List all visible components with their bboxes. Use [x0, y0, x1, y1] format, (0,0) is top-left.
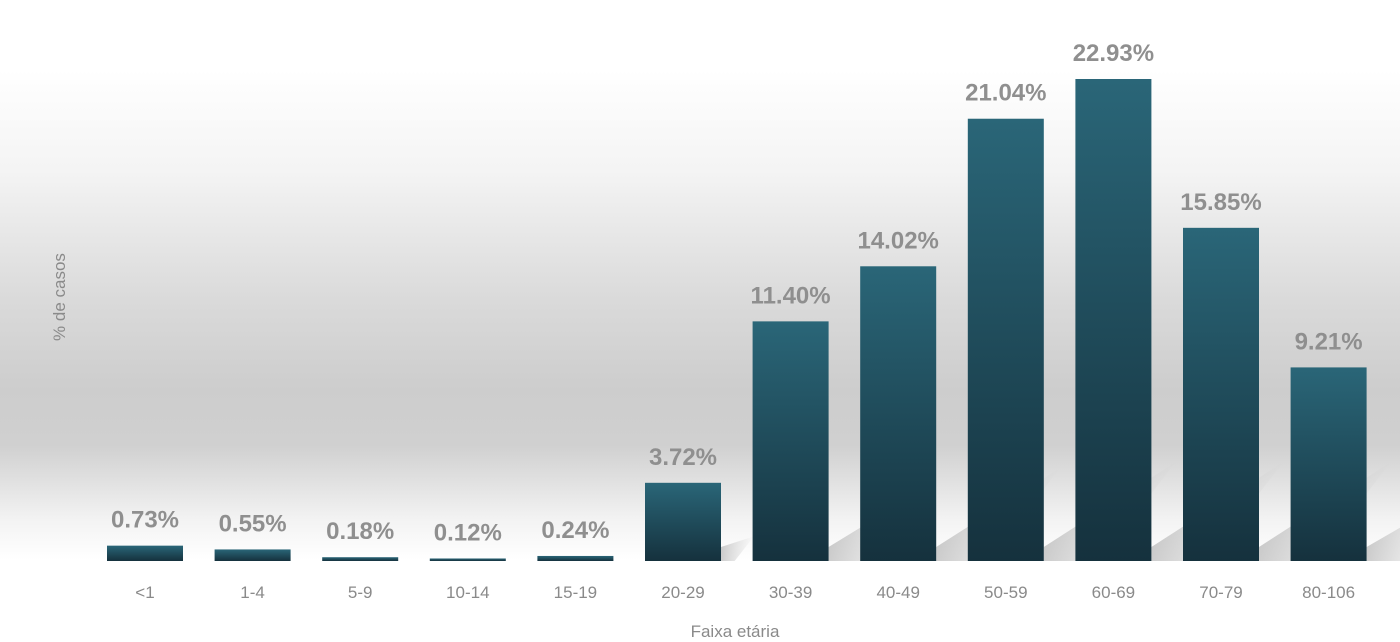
data-label-50-59: 21.04% [965, 80, 1046, 107]
x-tick-label-15-19: 15-19 [554, 583, 597, 602]
data-label-40-49: 14.02% [857, 227, 938, 254]
bar-50-59 [967, 118, 1044, 562]
bar-shadow [1366, 527, 1400, 561]
data-label-15-19: 0.24% [541, 517, 609, 544]
x-tick-label-10-14: 10-14 [446, 583, 489, 602]
bar-70-79 [1183, 227, 1259, 561]
x-tick-label-30-39: 30-39 [769, 583, 812, 602]
bar-15-19 [537, 555, 614, 561]
x-tick-label-80-106: 80-106 [1302, 583, 1355, 602]
bar-30-39 [752, 321, 829, 561]
data-label-70-79: 15.85% [1180, 189, 1261, 216]
bar-20-29 [645, 482, 721, 561]
bar-60-69 [1075, 79, 1152, 561]
x-tick-label-60-69: 60-69 [1092, 583, 1135, 602]
x-tick-label-70-79: 70-79 [1199, 583, 1242, 602]
data-label-60-69: 22.93% [1073, 40, 1154, 67]
x-tick-label-<1: <1 [135, 583, 154, 602]
data-label-30-39: 11.40% [751, 282, 831, 309]
data-label-20-29: 3.72% [649, 444, 717, 471]
bar-5-9 [322, 557, 399, 561]
bar-<1 [107, 545, 183, 561]
data-label-80-106: 9.21% [1295, 328, 1363, 355]
data-label-5-9: 0.18% [326, 518, 394, 545]
data-label-1-4: 0.55% [219, 510, 287, 537]
bars-group [107, 79, 1367, 562]
bar-1-4 [214, 549, 291, 561]
data-labels-group: 0.73% 0.55% 0.18% 0.12% 0.24% 3.72% 11.40% 14.0… [111, 40, 1363, 546]
bar-80-106 [1290, 367, 1367, 561]
x-tick-label-5-9: 5-9 [348, 583, 373, 602]
data-label-10-14: 0.12% [434, 519, 502, 546]
bar-shadow [721, 536, 754, 561]
x-tick-label-20-29: 20-29 [661, 583, 704, 602]
x-axis-label: Faixa etária [690, 622, 780, 641]
x-tick-label-50-59: 50-59 [984, 583, 1027, 602]
x-tick-label-40-49: 40-49 [876, 583, 919, 602]
bar-10-14 [429, 558, 506, 561]
x-tick-label-1-4: 1-4 [240, 583, 265, 602]
data-label-<1: 0.73% [111, 507, 179, 534]
bar-40-49 [860, 266, 937, 561]
x-axis-ticks-group: <1 1-4 5-9 10-14 15-19 20-29 30-39 40-49 50-59 60… [135, 583, 1355, 602]
